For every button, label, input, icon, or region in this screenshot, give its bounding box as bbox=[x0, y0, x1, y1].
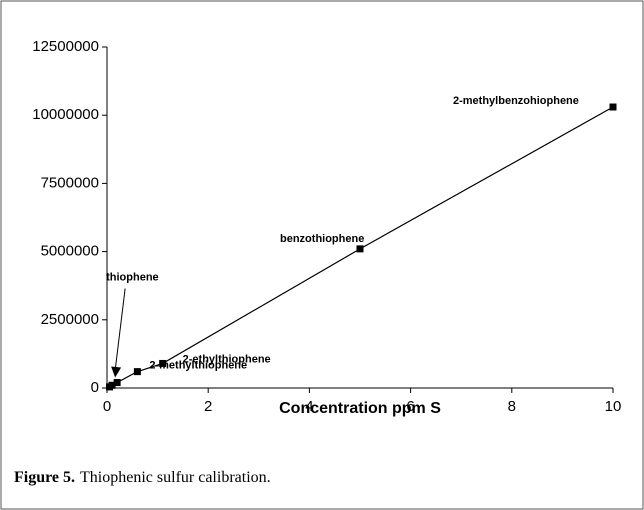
x-tick-label: 0 bbox=[103, 398, 111, 415]
point bbox=[108, 381, 116, 389]
caption-label: Figure 5. bbox=[14, 469, 75, 486]
point bbox=[609, 103, 617, 111]
x-axis-label: Concentration ppm S bbox=[279, 400, 441, 417]
y-tick-label: 5000000 bbox=[41, 243, 99, 260]
x-tick-label: 8 bbox=[508, 398, 516, 415]
x-tick-label: 2 bbox=[204, 398, 212, 415]
point-label: 2-ethylthiophene bbox=[183, 353, 271, 365]
y-tick-label: 10000000 bbox=[32, 106, 99, 123]
point-label: 2-methylthiophene bbox=[149, 360, 247, 372]
point bbox=[113, 379, 121, 387]
caption-text: Thiophenic sulfur calibration. bbox=[80, 469, 271, 486]
point bbox=[159, 359, 167, 367]
caption: Figure 5. Thiophenic sulfur calibration. bbox=[14, 469, 271, 486]
y-tick-label: 0 bbox=[91, 379, 99, 396]
x-tick-label: 10 bbox=[605, 398, 622, 415]
y-tick-label: 12500000 bbox=[32, 38, 99, 55]
point-label: 2-methylbenzohiophene bbox=[453, 95, 579, 107]
arrow-line bbox=[114, 288, 126, 371]
y-tick-label: 2500000 bbox=[41, 311, 99, 328]
x-tick-label: 6 bbox=[406, 398, 414, 415]
point-label: benzothiophene bbox=[280, 233, 364, 245]
point bbox=[356, 245, 364, 253]
point-label: thiophene bbox=[106, 271, 159, 283]
point bbox=[133, 368, 141, 376]
y-tick-label: 7500000 bbox=[41, 174, 99, 191]
arrow-head bbox=[111, 366, 122, 378]
x-tick-label: 4 bbox=[305, 398, 313, 415]
